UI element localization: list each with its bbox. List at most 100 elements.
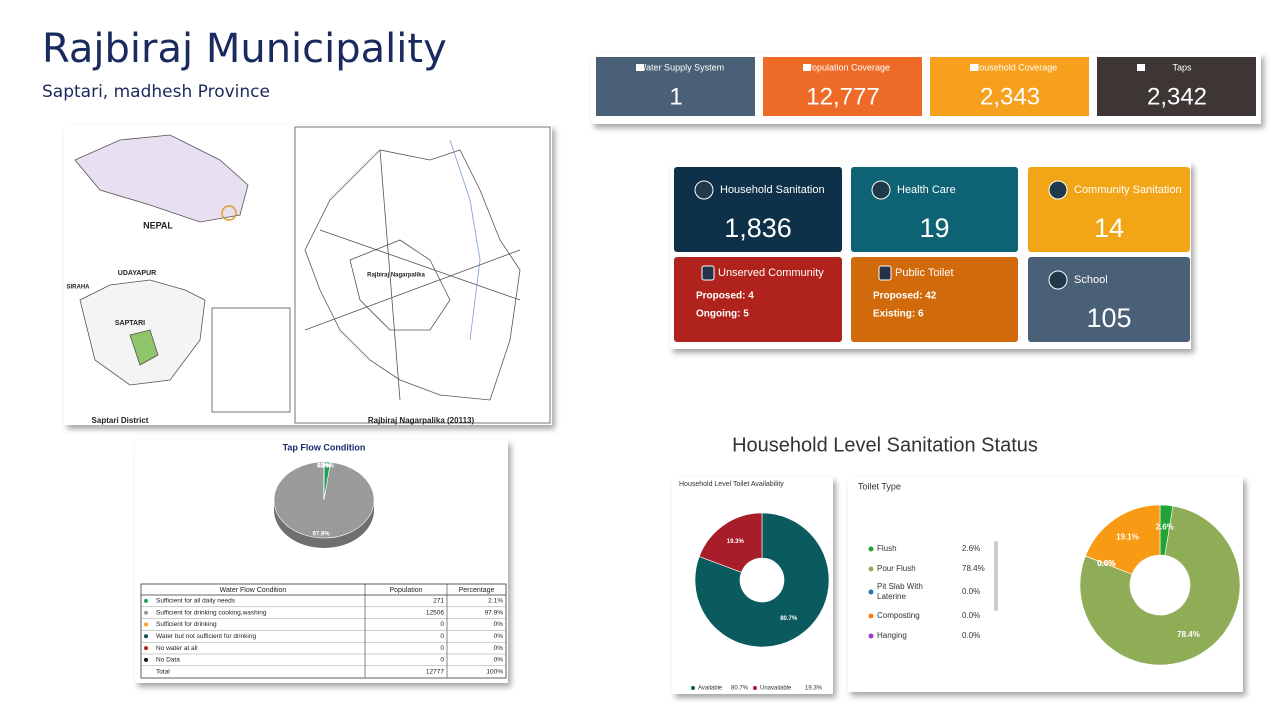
stat-icon <box>970 64 978 71</box>
stat-icon <box>636 64 644 71</box>
map-label: NEPAL <box>143 220 173 230</box>
legend-label: Pit Slab With Laterine <box>877 582 923 601</box>
legend-value: 2.6% <box>962 544 980 553</box>
sanitation-card <box>851 257 1018 342</box>
legend-label: Available <box>698 686 723 692</box>
table-cell: 0 <box>440 621 444 628</box>
table-cell: 0% <box>494 621 504 628</box>
table-cell: 0% <box>494 633 504 640</box>
table-cell: No water at all <box>156 645 198 652</box>
card-value: 14 <box>1094 213 1124 243</box>
stat-label: Household Coverage <box>973 62 1058 72</box>
row-dot <box>144 657 148 662</box>
slice-label: 0.0% <box>317 463 331 469</box>
chart-title: Toilet Type <box>858 481 901 491</box>
card-detail: Existing: 6 <box>873 309 924 320</box>
legend-value: 19.3% <box>805 686 823 692</box>
legend-value: 0.0% <box>962 611 980 620</box>
card-icon <box>878 265 892 281</box>
card-label: Household Sanitation <box>720 184 825 196</box>
table-cell: Water but not sufficient for drinking <box>156 633 256 640</box>
legend-dot <box>753 686 757 690</box>
legend-dot <box>868 613 874 619</box>
stat-card <box>930 57 1089 116</box>
donut-slice <box>1079 505 1241 666</box>
sanitation-card <box>851 167 1018 252</box>
sanitation-card <box>674 167 842 252</box>
row-dot <box>144 598 148 603</box>
slice-label: 2.1% <box>320 463 334 469</box>
card-value: 105 <box>1086 303 1131 333</box>
table-cell: No Data <box>156 657 180 664</box>
table-cell: 100% <box>486 668 503 675</box>
slice-label: 0.0% <box>1097 559 1115 568</box>
slice-label: 0.0% <box>317 463 331 469</box>
sanitation-card <box>1028 167 1190 252</box>
table-cell: 0% <box>494 645 504 652</box>
table-cell: 2.1% <box>488 598 503 605</box>
map-label: SIRAHA <box>66 285 90 291</box>
table-cell: Sufficient for all daily needs <box>156 598 236 605</box>
card-detail: Ongoing: 5 <box>696 309 749 320</box>
card-label: Community Sanitation <box>1074 184 1182 196</box>
legend-value: 78.4% <box>962 564 985 573</box>
stat-card <box>1097 57 1256 116</box>
table-header: Population <box>389 587 422 594</box>
card-label: Unserved Community <box>718 267 824 279</box>
sanitation-card <box>1028 257 1190 342</box>
table-cell: 0% <box>494 657 504 664</box>
map-label: UDAYAPUR <box>118 270 156 277</box>
stat-label: Taps <box>1172 62 1192 72</box>
card-value: 19 <box>919 213 949 243</box>
legend-dot <box>868 546 874 552</box>
table-cell: 0 <box>440 657 444 664</box>
legend-dot <box>868 633 874 639</box>
card-icon <box>701 265 715 281</box>
legend-label: Pour Flush <box>877 564 916 573</box>
table-cell: 12506 <box>426 609 444 616</box>
section-title: Household Level Sanitation Status <box>732 434 1038 456</box>
card-icon <box>871 180 891 200</box>
stat-value: 2,342 <box>1147 83 1207 110</box>
legend-label: Composting <box>877 611 920 620</box>
map-label: SAPTARI <box>115 320 145 327</box>
table-header: Water Flow Condition <box>220 587 287 594</box>
card-value: 1,836 <box>724 213 792 243</box>
chart-title: Household Level Toilet Availability <box>679 481 784 488</box>
card-label: Public Toilet <box>895 267 954 279</box>
card-label: Health Care <box>897 184 956 196</box>
slice-label: 0.0% <box>1097 559 1115 568</box>
slice-label: 2.6% <box>1156 523 1174 532</box>
table-frame <box>140 583 507 679</box>
table-cell: Total <box>156 668 170 675</box>
title: Rajbiraj Municipality <box>42 26 447 72</box>
card-detail: Proposed: 4 <box>696 291 754 302</box>
stat-icon <box>1137 64 1145 71</box>
stat-value: 1 <box>669 83 682 110</box>
table-cell: 12777 <box>426 668 444 675</box>
donut-slice <box>1085 504 1161 575</box>
card-icon <box>694 180 714 200</box>
scrollbar <box>994 541 998 611</box>
slice-label: 80.7% <box>780 616 798 622</box>
legend-value: 80.7% <box>731 686 749 692</box>
sanitation-card <box>674 257 842 342</box>
slice-label: 0.0% <box>317 463 331 469</box>
card-icon <box>1048 180 1068 200</box>
slice-label: 0.0% <box>317 463 331 469</box>
subtitle: Saptari, madhesh Province <box>42 82 270 102</box>
table-cell: 271 <box>433 598 444 605</box>
legend-dot <box>868 589 874 595</box>
donut-slice <box>694 512 830 648</box>
legend-value: 0.0% <box>962 587 980 596</box>
stat-card <box>596 57 755 116</box>
row-dot <box>144 622 148 627</box>
stat-icon <box>803 64 811 71</box>
stat-label: Population Coverage <box>806 62 890 72</box>
legend-dot <box>868 566 874 572</box>
row-dot <box>144 610 148 615</box>
slice-label: 19.3% <box>727 539 745 545</box>
stat-value: 12,777 <box>806 83 879 110</box>
stat-label: Water Supply System <box>638 62 724 72</box>
